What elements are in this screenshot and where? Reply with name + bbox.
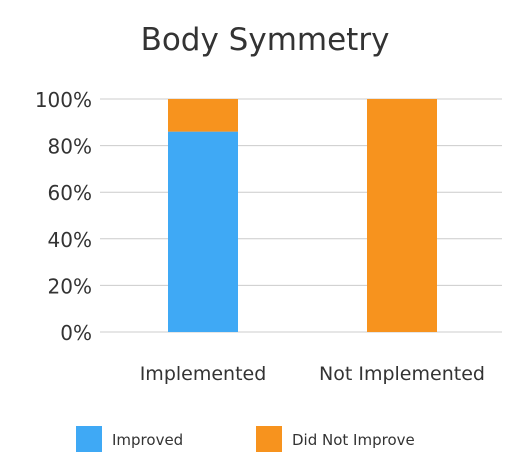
y-tick-label: 80% [48, 135, 92, 159]
y-tick-label: 60% [48, 181, 92, 205]
legend-swatch [76, 426, 102, 452]
legend-label: Did Not Improve [292, 431, 415, 449]
bar-implemented-did-not-improve [168, 99, 238, 132]
legend: Improved Did Not Improve [76, 426, 415, 452]
y-tick-label: 20% [48, 274, 92, 298]
bar-not-implemented-did-not-improve [367, 99, 437, 332]
x-axis-ticks: Implemented Not Implemented [140, 363, 485, 385]
legend-swatch [256, 426, 282, 452]
bars [168, 99, 437, 332]
y-axis-ticks: 0% 20% 40% 60% 80% 100% [35, 88, 92, 345]
y-tick-label: 100% [35, 88, 92, 112]
bar-implemented-improved [168, 131, 238, 332]
y-tick-label: 0% [60, 321, 92, 345]
y-tick-label: 40% [48, 228, 92, 252]
legend-label: Improved [112, 431, 183, 449]
x-tick-label: Implemented [140, 363, 267, 385]
chart-title: Body Symmetry [141, 22, 390, 58]
x-tick-label: Not Implemented [319, 363, 485, 385]
grid [100, 98, 502, 333]
